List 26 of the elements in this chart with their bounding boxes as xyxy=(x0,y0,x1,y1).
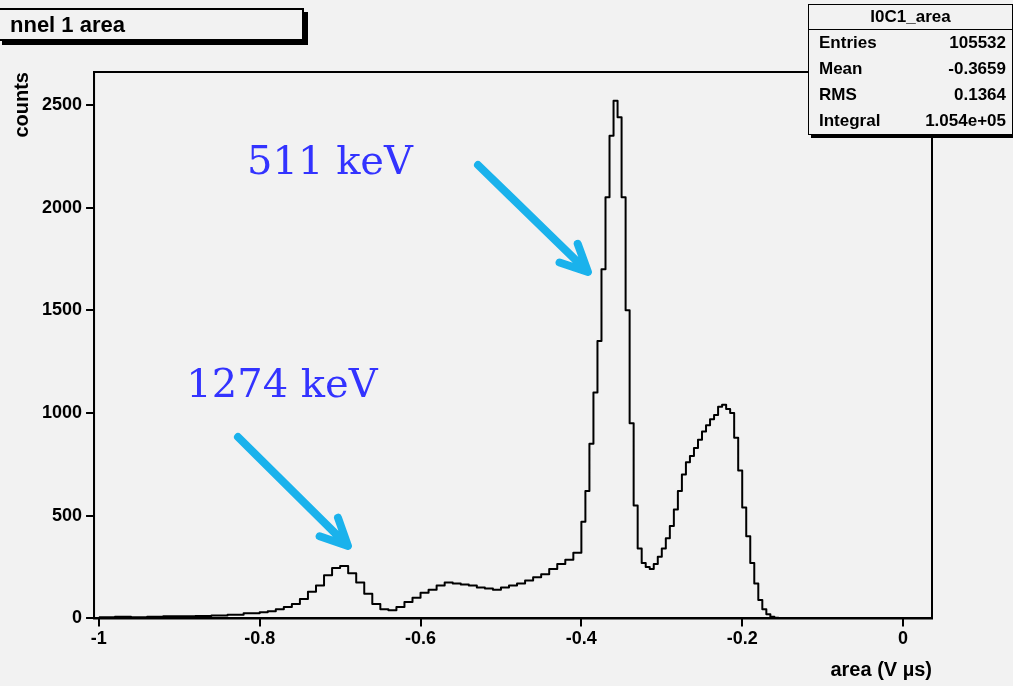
annotation: Mean xyxy=(819,59,863,79)
x-tick-label: -1 xyxy=(90,628,107,649)
x-tick-label: -0.4 xyxy=(565,628,597,649)
y-axis-title: counts xyxy=(9,72,32,138)
y-tick-label: 1000 xyxy=(42,401,83,422)
x-tick-label: 0 xyxy=(898,628,909,649)
annotation: 1.054e+05 xyxy=(925,111,1006,131)
text: 0.1364 xyxy=(954,85,1006,105)
x-tick-label: -0.2 xyxy=(726,628,758,649)
x-axis-title: area (V µs) xyxy=(830,657,932,680)
chart-title: nnel 1 area xyxy=(0,8,304,41)
y-tick-label: 500 xyxy=(52,504,83,525)
y-tick-label: 1500 xyxy=(42,299,83,320)
annotation: 1274 keV xyxy=(186,360,378,406)
text: -0.3659 xyxy=(948,59,1006,79)
annotation: RMS xyxy=(819,85,857,105)
text: 105532 xyxy=(949,33,1006,53)
x-tick-label: -0.6 xyxy=(405,628,437,649)
y-tick-label: 0 xyxy=(72,607,83,628)
annotation: Integral xyxy=(819,111,881,131)
text: I0C1_area xyxy=(809,5,1012,30)
y-tick-label: 2500 xyxy=(42,93,83,114)
y-tick-label: 2000 xyxy=(42,196,83,217)
text: Entries xyxy=(819,33,877,53)
annotation: 511 keV xyxy=(247,137,413,183)
x-tick-label: -0.8 xyxy=(244,628,276,649)
